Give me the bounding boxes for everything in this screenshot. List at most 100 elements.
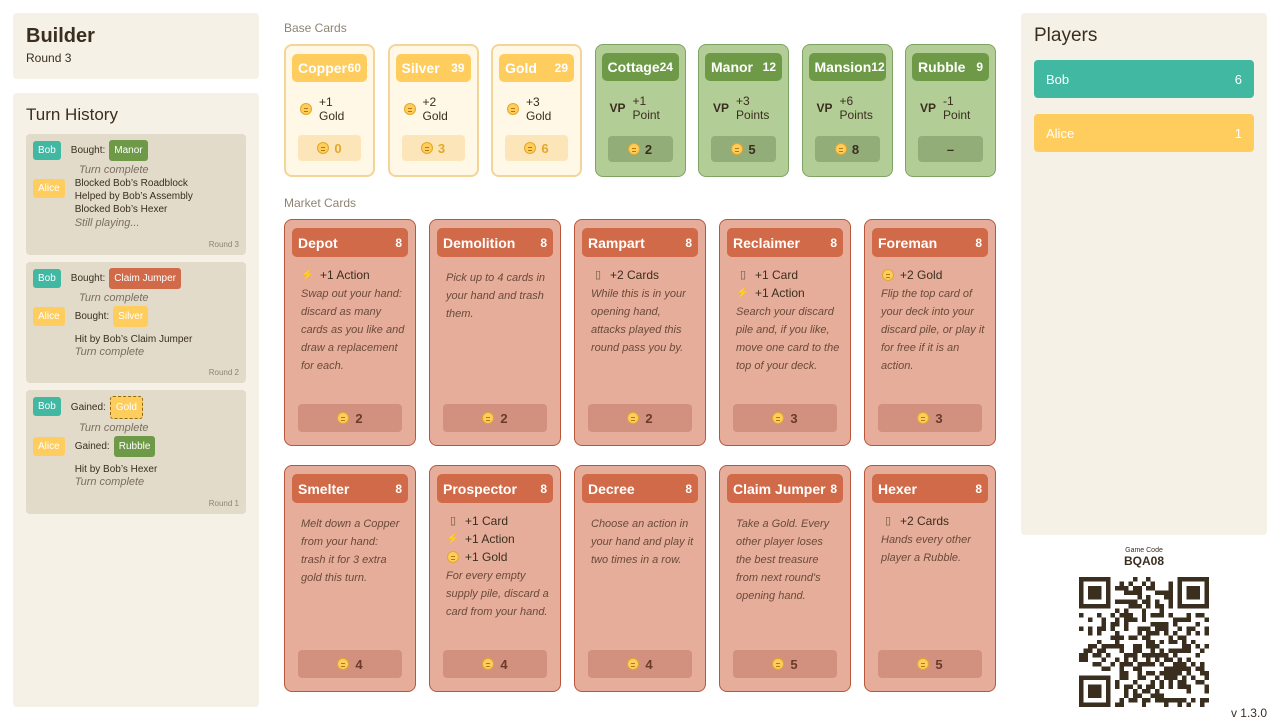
history-line: Hit by Bob’s Hexer — [74, 464, 158, 475]
coin-icon — [772, 412, 785, 424]
market-card-demolition[interactable]: Demolition 8 Pick up to 4 cards in your ha… — [429, 219, 561, 446]
base-card-cottage[interactable]: Cottage 24 VP +1 Point 2 — [594, 44, 686, 177]
card-count: 8 — [395, 235, 402, 250]
card-name: Silver — [401, 60, 440, 76]
card-cost-value: 5 — [748, 141, 756, 157]
card-body: ▯ +2 Cards While this is in your opening h… — [591, 266, 695, 357]
history-round-label: Round 1 — [208, 499, 239, 508]
effect-unit: Points — [839, 108, 873, 122]
market-card-prospector[interactable]: Prospector 8 ▯ +1 Card ⚡ +1 Action +1 Gold For … — [429, 465, 561, 692]
card-cost: 5 — [711, 136, 776, 162]
card-effect-text: +1 Point — [633, 94, 660, 122]
history-entry-body: Bought: Manor — [71, 140, 148, 161]
card-description: Melt down a Copper from your hand: trash… — [301, 518, 400, 584]
card-description: Choose an action in your hand and play i… — [591, 518, 694, 566]
history-line: Helped by Bob’s Assembly — [74, 191, 193, 202]
effect-amount: +6 — [839, 94, 854, 108]
base-card-manor[interactable]: Manor 12 VP +3 Points 5 — [698, 44, 789, 177]
market-card-reclaimer[interactable]: Reclaimer 8 ▯ +1 Card ⚡ +1 Action Search your … — [719, 219, 851, 446]
market-card-claim-jumper[interactable]: Claim Jumper 8 Take a Gold. Every other pl… — [719, 465, 851, 692]
effect-amount: +3 — [736, 94, 750, 108]
coin-icon — [337, 658, 350, 670]
card-count: 60 — [347, 61, 361, 75]
card-header: Foreman 8 — [872, 228, 988, 257]
card-effect-text: +3 Gold — [526, 95, 551, 123]
history-card-tag: Manor — [109, 140, 148, 161]
action-icon: ⚡ — [446, 533, 460, 545]
coin-icon — [337, 412, 350, 424]
coin-icon — [482, 412, 495, 424]
base-card-copper[interactable]: Copper 60 +1 Gold 0 — [284, 44, 375, 177]
action-icon: ⚡ — [736, 287, 750, 299]
effect-unit: Gold — [422, 109, 448, 123]
card-count: 9 — [976, 60, 983, 74]
vp-icon: VP — [920, 101, 937, 115]
history-note: Turn complete — [74, 346, 145, 358]
card-effect: ⚡ +1 Action — [736, 284, 840, 302]
card-effect-text: +3 Points — [736, 94, 769, 122]
base-card-mansion[interactable]: Mansion 12 VP +6 Points 8 — [801, 44, 893, 177]
effect-unit: Gold — [319, 109, 345, 123]
card-cost: 5 — [733, 650, 837, 678]
market-card-rampart[interactable]: Rampart 8 ▯ +2 Cards While this is in your o… — [574, 219, 706, 446]
vp-icon: VP — [713, 101, 730, 115]
card-cost-value: 0 — [334, 140, 342, 156]
market-card-smelter[interactable]: Smelter 8 Melt down a Copper from your han… — [284, 465, 416, 692]
effect-text: +2 Gold — [900, 268, 943, 282]
card-body: ▯ +2 Cards Hands every other player a Rubb… — [881, 512, 985, 567]
player-row-alice[interactable]: Alice 1 — [1034, 114, 1254, 152]
market-card-foreman[interactable]: Foreman 8 +2 Gold Flip the top card of your… — [864, 219, 996, 446]
history-card-tag: Silver — [113, 306, 149, 327]
market-card-depot[interactable]: Depot 8 ⚡ +1 Action Swap out your hand: disc… — [284, 219, 416, 446]
card-header: Demolition 8 — [437, 228, 553, 257]
card-name: Foreman — [878, 234, 938, 251]
player-row-bob[interactable]: Bob 6 — [1034, 60, 1254, 98]
card-count: 8 — [540, 481, 547, 496]
effect-amount: +1 — [319, 95, 333, 109]
card-name: Claim Jumper — [733, 480, 826, 497]
card-count: 29 — [554, 61, 568, 75]
player-badge: Alice — [33, 179, 65, 198]
effect-unit: Gold — [526, 109, 552, 123]
effect-text: +2 Cards — [610, 268, 660, 282]
history-entry: Alice Blocked Bob’s Roadblock Helped by Bo… — [33, 178, 239, 230]
history-action-label: Bought: — [70, 145, 106, 156]
market-card-hexer[interactable]: Hexer 8 ▯ +2 Cards Hands every other player … — [864, 465, 996, 692]
card-description: Swap out your hand: discard as many card… — [301, 288, 405, 372]
card-header: Cottage 24 — [601, 53, 679, 81]
card-header: Smelter 8 — [292, 474, 408, 503]
coin-icon — [447, 551, 459, 563]
history-entry: Alice Bought: Silver Hit by Bob’s Claim Jum… — [33, 306, 239, 358]
game-code: Game Code BQA08 — [1079, 547, 1209, 568]
game-code-value: BQA08 — [1123, 554, 1164, 568]
card-count: 8 — [685, 235, 692, 250]
card-count: 8 — [830, 481, 837, 496]
effect-amount: +3 — [526, 95, 540, 109]
card-body: Melt down a Copper from your hand: trash… — [301, 515, 405, 587]
card-count: 12 — [762, 60, 776, 74]
card-header: Depot 8 — [292, 228, 408, 257]
card-effect: ▯ +2 Cards — [591, 266, 695, 284]
coin-icon — [772, 658, 785, 670]
coin-icon — [834, 143, 847, 155]
card-effect-text: +6 Points — [840, 94, 873, 122]
card-name: Mansion — [814, 59, 872, 75]
card-icon: ▯ — [449, 515, 457, 527]
card-name: Manor — [711, 59, 753, 75]
effect-amount: +2 — [422, 95, 437, 109]
player-score: 1 — [1234, 125, 1242, 141]
coin-icon — [917, 412, 930, 424]
card-name: Decree — [588, 480, 635, 497]
base-card-rubble[interactable]: Rubble 9 VP -1 Point – — [905, 44, 996, 177]
base-card-gold[interactable]: Gold 29 +3 Gold 6 — [491, 44, 582, 177]
history-turn: Bob Bought: Manor Turn complete Alice Blocked… — [26, 134, 246, 255]
base-card-silver[interactable]: Silver 39 +2 Gold 3 — [387, 44, 479, 177]
effect-text: +1 Action — [755, 286, 805, 300]
card-body: Take a Gold. Every other player loses th… — [736, 515, 840, 605]
card-name: Smelter — [298, 480, 350, 497]
card-description: For every empty supply pile, discard a c… — [446, 570, 549, 618]
market-card-decree[interactable]: Decree 8 Choose an action in your hand and… — [574, 465, 706, 692]
history-action-label: Gained: — [74, 441, 110, 452]
player-badge: Alice — [33, 307, 65, 326]
card-effect: ⚡ +1 Action — [301, 266, 405, 284]
